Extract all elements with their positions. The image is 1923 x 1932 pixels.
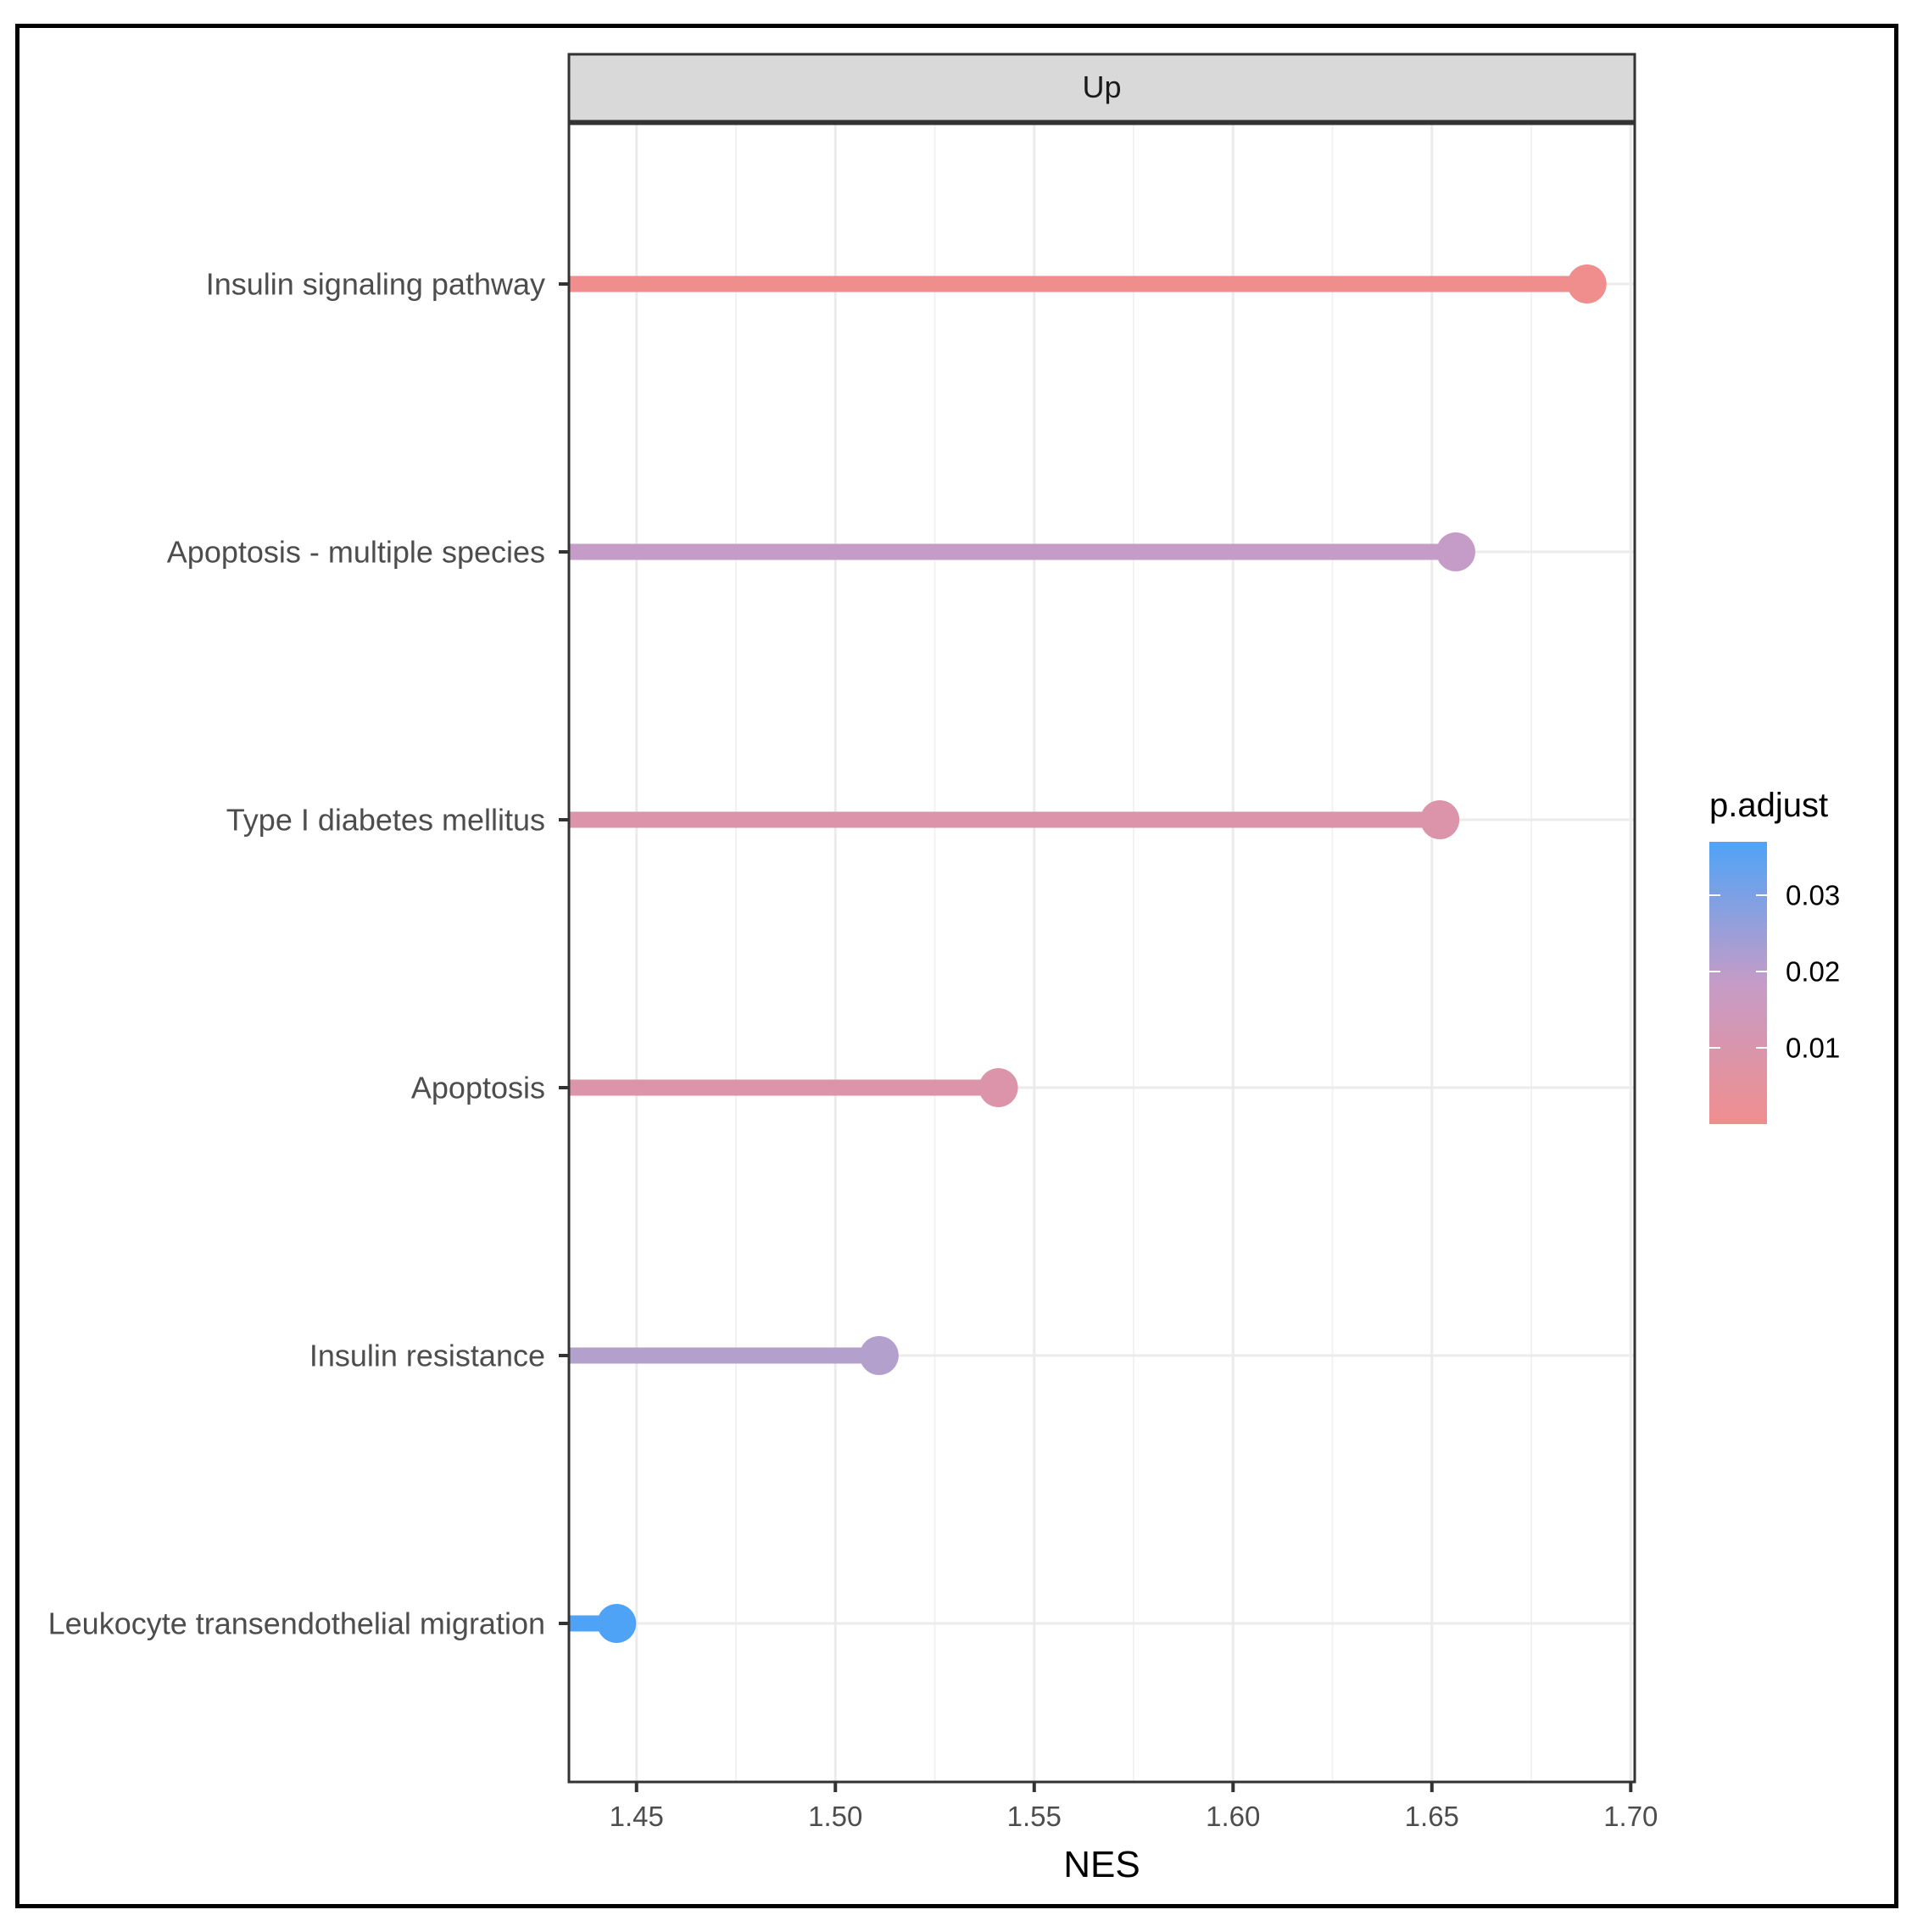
panel-background	[569, 124, 1635, 1782]
x-tick-label: 1.50	[808, 1801, 862, 1832]
legend-tick-label: 0.01	[1786, 1033, 1840, 1064]
plot-panel	[569, 124, 1635, 1782]
y-tick-label: Leukocyte transendothelial migration	[48, 1606, 545, 1641]
y-tick-label: Insulin resistance	[309, 1339, 545, 1373]
x-tick-label: 1.70	[1603, 1801, 1658, 1832]
x-tick-label: 1.60	[1206, 1801, 1260, 1832]
facet-strip-box	[567, 53, 1636, 123]
y-tick-label: Insulin signaling pathway	[206, 267, 545, 302]
lollipop-point	[597, 1604, 637, 1643]
color-legend: p.adjust 0.01 0.02 0.03	[1709, 787, 1840, 1124]
lollipop-point	[859, 1336, 899, 1375]
y-tick-label: Apoptosis - multiple species	[167, 535, 545, 570]
lollipop-point	[1435, 532, 1475, 571]
chart-marks	[569, 264, 1607, 1643]
legend-colorbar	[1709, 842, 1767, 1124]
x-tick-label: 1.55	[1007, 1801, 1062, 1832]
lollipop-point	[978, 1068, 1018, 1107]
x-tick-label: 1.65	[1405, 1801, 1459, 1832]
x-tick-label: 1.45	[610, 1801, 664, 1832]
axes: Insulin signaling pathway Apoptosis - mul…	[48, 122, 1658, 1832]
legend-title: p.adjust	[1709, 787, 1828, 824]
facet-strip: Up	[567, 53, 1636, 123]
panel-border	[567, 122, 1636, 1784]
legend-tick-label: 0.02	[1786, 956, 1840, 988]
y-tick-label: Apoptosis	[411, 1071, 545, 1105]
facet-strip-label: Up	[1082, 70, 1121, 104]
lollipop-point	[1420, 800, 1460, 839]
x-axis-title: NES	[1063, 1844, 1140, 1885]
lollipop-point	[1567, 264, 1607, 303]
legend-tick-label: 0.03	[1786, 880, 1840, 911]
y-tick-label: Type I diabetes mellitus	[226, 803, 545, 838]
